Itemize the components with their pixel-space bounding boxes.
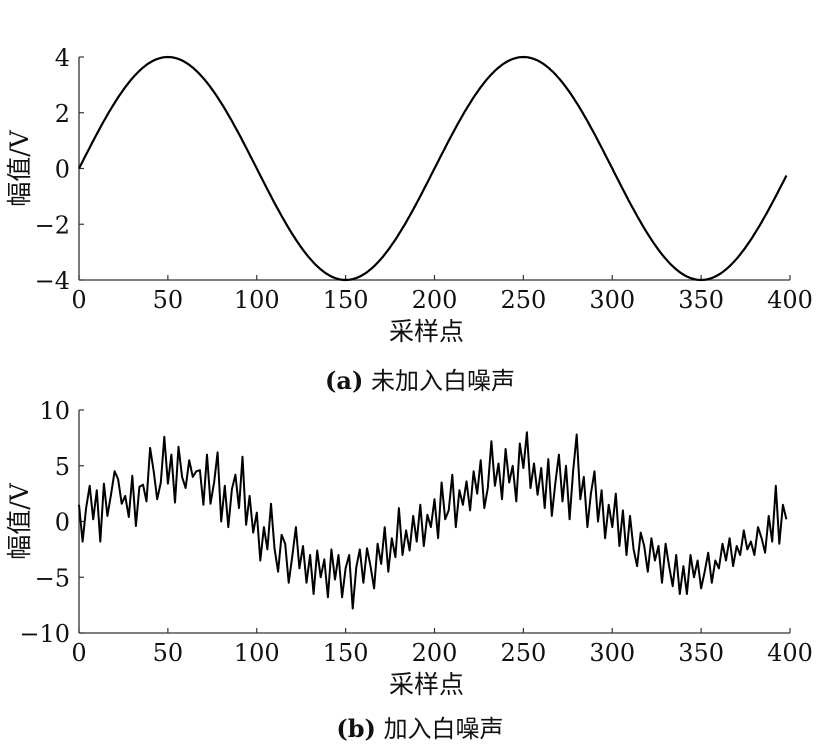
caption-b: (b) 加入白噪声 [336, 714, 503, 743]
caption-a: (a) 未加入白噪声 [325, 366, 515, 395]
panel-a: 0 50 100 150 200 250 300 350 400 4 2 0 −2 −4 采样点 幅值/V [5, 44, 813, 346]
x-tick-label: 250 [500, 286, 546, 314]
series-line-noisy [78, 431, 788, 610]
x-tick-label: 150 [323, 286, 369, 314]
x-tick-label: 0 [71, 286, 86, 314]
x-tick-label: 0 [71, 639, 86, 667]
x-tick-label: 50 [153, 286, 184, 314]
title-a: 未加入白噪声 [371, 367, 515, 395]
x-tick-label: 300 [589, 639, 635, 667]
y-tick-label: 2 [55, 100, 70, 128]
x-tick-label: 150 [323, 639, 369, 667]
panel-label-b: (b) [336, 714, 376, 743]
y-tick-label: 0 [55, 156, 70, 184]
x-tick-label: 100 [234, 286, 280, 314]
y-tick-label: −10 [19, 620, 70, 648]
x-tick-label: 400 [767, 639, 813, 667]
x-tick-label: 350 [678, 286, 724, 314]
x-tick-label: 200 [412, 639, 458, 667]
y-axis-label: 幅值/V [5, 482, 34, 559]
y-tick-label: −5 [35, 564, 70, 592]
y-tick-label: 5 [55, 453, 70, 481]
y-tick-label: 10 [39, 397, 70, 425]
x-tick-label: 300 [589, 286, 635, 314]
x-tick-label: 250 [500, 639, 546, 667]
series-line-sine [78, 55, 788, 282]
x-tick-label: 350 [678, 639, 724, 667]
x-tick-label: 50 [153, 639, 184, 667]
x-tick-label: 200 [412, 286, 458, 314]
y-tick-label: −2 [35, 211, 70, 239]
title-b: 加入白噪声 [384, 715, 504, 743]
x-axis-label: 采样点 [389, 317, 464, 346]
y-axis-label: 幅值/V [5, 129, 34, 206]
y-tick-label: 4 [55, 44, 70, 72]
panel-label-a: (a) [325, 366, 363, 395]
x-tick-label: 100 [234, 639, 280, 667]
x-axis-label: 采样点 [389, 670, 464, 699]
y-tick-label: −4 [35, 267, 70, 295]
x-tick-label: 400 [767, 286, 813, 314]
y-tick-label: 0 [55, 509, 70, 537]
